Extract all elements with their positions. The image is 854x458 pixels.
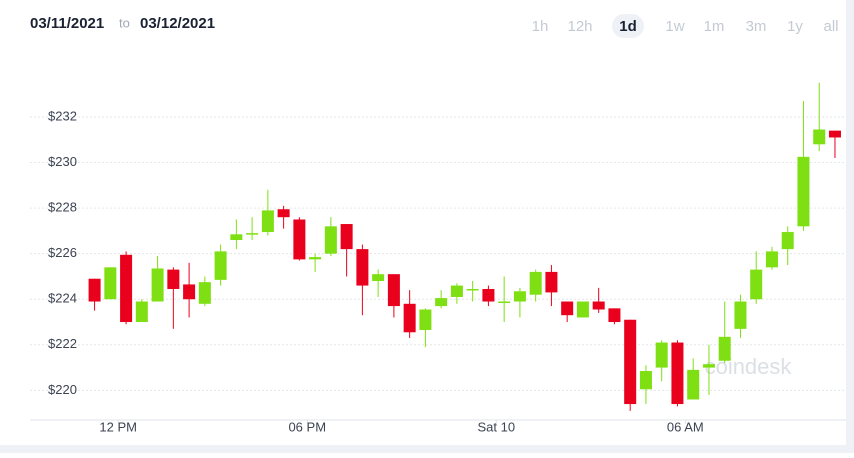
range-button[interactable]: 12h <box>567 18 592 35</box>
x-tick-label: 12 PM <box>99 419 137 434</box>
range-button[interactable]: 1w <box>665 18 684 35</box>
candle-body <box>88 278 101 302</box>
edge <box>846 0 854 453</box>
edge <box>0 445 854 453</box>
candle-body <box>608 308 621 323</box>
candle-body <box>135 301 148 323</box>
y-tick-label: $222 <box>48 336 77 351</box>
date-from: 03/11/2021 <box>30 15 104 32</box>
range-button[interactable]: all <box>823 18 838 35</box>
candle-body <box>813 129 826 145</box>
candle-body <box>293 219 306 260</box>
range-button[interactable]: 1y <box>787 18 803 35</box>
candle-body <box>104 267 117 300</box>
watermark: coindesk <box>705 354 793 379</box>
candle-body <box>340 224 353 250</box>
candle-body <box>687 369 700 400</box>
candle-body <box>372 274 385 282</box>
candle-body <box>214 251 227 280</box>
candle-body <box>356 249 369 286</box>
x-tick-label: 06 PM <box>288 419 326 434</box>
candle-body <box>151 268 164 302</box>
candle-body <box>419 309 432 330</box>
candle-body <box>576 301 589 318</box>
candle-body <box>246 233 259 235</box>
candle-body <box>387 274 400 307</box>
y-tick-label: $228 <box>48 200 77 215</box>
candle-body <box>183 284 196 300</box>
x-tick-label: 06 AM <box>667 419 704 434</box>
candle-body <box>482 288 495 302</box>
range-selected-bg <box>612 14 644 38</box>
candle-body <box>435 298 448 307</box>
y-tick-label: $230 <box>48 154 77 169</box>
candle-body <box>120 254 133 323</box>
candle-body <box>702 364 715 368</box>
candle-body <box>167 269 180 289</box>
y-tick-label: $226 <box>48 245 77 260</box>
range-button[interactable]: 1d <box>619 18 637 35</box>
candle-body <box>403 303 416 333</box>
y-tick-label: $224 <box>48 291 77 306</box>
candle-body <box>734 301 747 329</box>
candle-body <box>765 251 778 268</box>
candle-body <box>797 156 810 227</box>
date-to: 03/12/2021 <box>140 15 215 32</box>
range-button[interactable]: 1m <box>704 18 725 35</box>
candle-body <box>261 210 274 233</box>
y-tick-label: $232 <box>48 108 77 123</box>
candle-body <box>639 371 652 390</box>
candle-body <box>450 285 463 297</box>
range-button[interactable]: 3m <box>746 18 767 35</box>
candle-body <box>277 209 290 218</box>
candle-body <box>671 342 684 405</box>
candle-body <box>592 301 605 310</box>
candle-body <box>655 342 668 368</box>
candle-body <box>529 271 542 295</box>
date-to-word: to <box>119 15 130 30</box>
candle-body <box>718 336 731 361</box>
candle-body <box>513 291 526 302</box>
candle-body <box>324 226 337 254</box>
range-button[interactable]: 1h <box>532 18 549 35</box>
candle-body <box>561 301 574 316</box>
candle-body <box>198 282 211 304</box>
candle-body <box>230 234 243 240</box>
candle-body <box>750 269 763 300</box>
candle-body <box>624 319 637 405</box>
candle-body <box>498 301 511 304</box>
candle-body <box>828 130 841 138</box>
candle-body <box>466 288 479 291</box>
x-tick-label: Sat 10 <box>477 419 515 434</box>
candle-body <box>309 257 322 260</box>
candle-body <box>545 271 558 293</box>
y-tick-label: $220 <box>48 382 77 397</box>
candle-body <box>781 232 794 250</box>
